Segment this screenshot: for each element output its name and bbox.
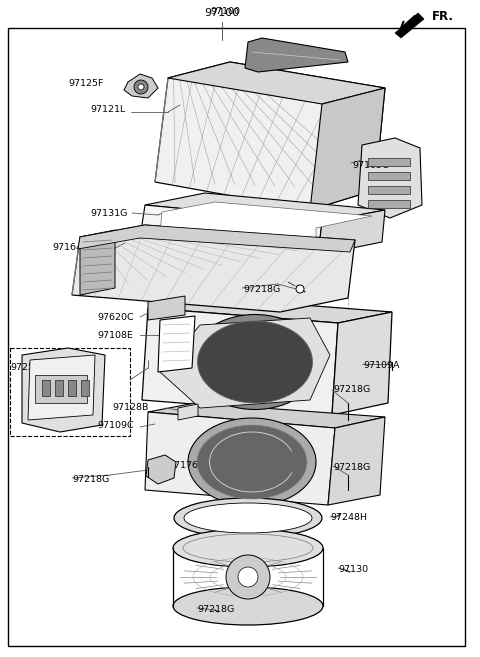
Bar (10, 348, 130, 436)
Polygon shape (148, 403, 385, 428)
Polygon shape (145, 193, 385, 222)
Polygon shape (80, 230, 115, 295)
Ellipse shape (173, 529, 323, 567)
Text: FR.: FR. (432, 9, 454, 22)
Ellipse shape (188, 418, 316, 506)
Text: 97218G: 97218G (333, 386, 370, 394)
Ellipse shape (197, 321, 312, 403)
Polygon shape (148, 297, 392, 323)
Polygon shape (78, 225, 355, 252)
Polygon shape (160, 318, 330, 408)
Polygon shape (158, 316, 195, 372)
Text: 97109C: 97109C (97, 420, 133, 430)
Circle shape (296, 285, 304, 293)
Polygon shape (72, 225, 355, 312)
Polygon shape (160, 202, 372, 248)
Ellipse shape (184, 503, 312, 533)
Text: 97131G: 97131G (90, 208, 127, 217)
Circle shape (238, 567, 258, 587)
Ellipse shape (174, 498, 322, 538)
Text: 97248H: 97248H (330, 514, 367, 522)
Polygon shape (145, 412, 335, 505)
Text: 97176E: 97176E (168, 461, 204, 470)
Text: 97218G: 97218G (72, 476, 109, 484)
Circle shape (138, 84, 144, 90)
Polygon shape (155, 62, 385, 210)
Text: 97108E: 97108E (97, 330, 133, 340)
Text: 97100: 97100 (204, 8, 240, 18)
Text: 97109A: 97109A (363, 361, 399, 369)
Text: 97255T: 97255T (10, 363, 46, 373)
Text: 97100: 97100 (210, 7, 240, 16)
Bar (368, 172, 410, 180)
Text: 97125F: 97125F (68, 79, 103, 89)
Ellipse shape (173, 587, 323, 625)
Text: 97121L: 97121L (90, 106, 125, 114)
Text: 97128B: 97128B (112, 403, 148, 413)
Polygon shape (148, 296, 185, 320)
Text: 97218G: 97218G (243, 286, 280, 294)
Polygon shape (332, 312, 392, 415)
Bar (81, 380, 89, 396)
Text: 97620C: 97620C (97, 313, 133, 323)
Bar (368, 186, 410, 194)
Polygon shape (124, 74, 158, 98)
Text: 97130: 97130 (338, 566, 368, 574)
Polygon shape (358, 138, 422, 218)
Polygon shape (22, 348, 105, 432)
Circle shape (226, 555, 270, 599)
Text: 97127F: 97127F (285, 53, 320, 62)
Bar (68, 380, 76, 396)
Text: 97164C: 97164C (52, 244, 89, 252)
Polygon shape (395, 13, 424, 38)
Text: 97218G: 97218G (333, 463, 370, 472)
Polygon shape (328, 417, 385, 505)
Polygon shape (310, 88, 385, 210)
Ellipse shape (190, 315, 320, 409)
Text: 97105C: 97105C (352, 160, 389, 170)
Polygon shape (178, 404, 198, 420)
Polygon shape (168, 62, 385, 104)
Polygon shape (28, 355, 95, 420)
Polygon shape (142, 308, 338, 415)
Polygon shape (140, 205, 322, 255)
Bar (35, 375, 87, 403)
Circle shape (134, 80, 148, 94)
Polygon shape (245, 38, 348, 72)
Polygon shape (318, 210, 385, 255)
Bar (42, 380, 50, 396)
Text: 97218G: 97218G (197, 606, 234, 614)
Ellipse shape (197, 425, 307, 499)
Polygon shape (146, 455, 176, 484)
Bar (55, 380, 63, 396)
Bar (368, 158, 410, 166)
Bar (368, 200, 410, 208)
